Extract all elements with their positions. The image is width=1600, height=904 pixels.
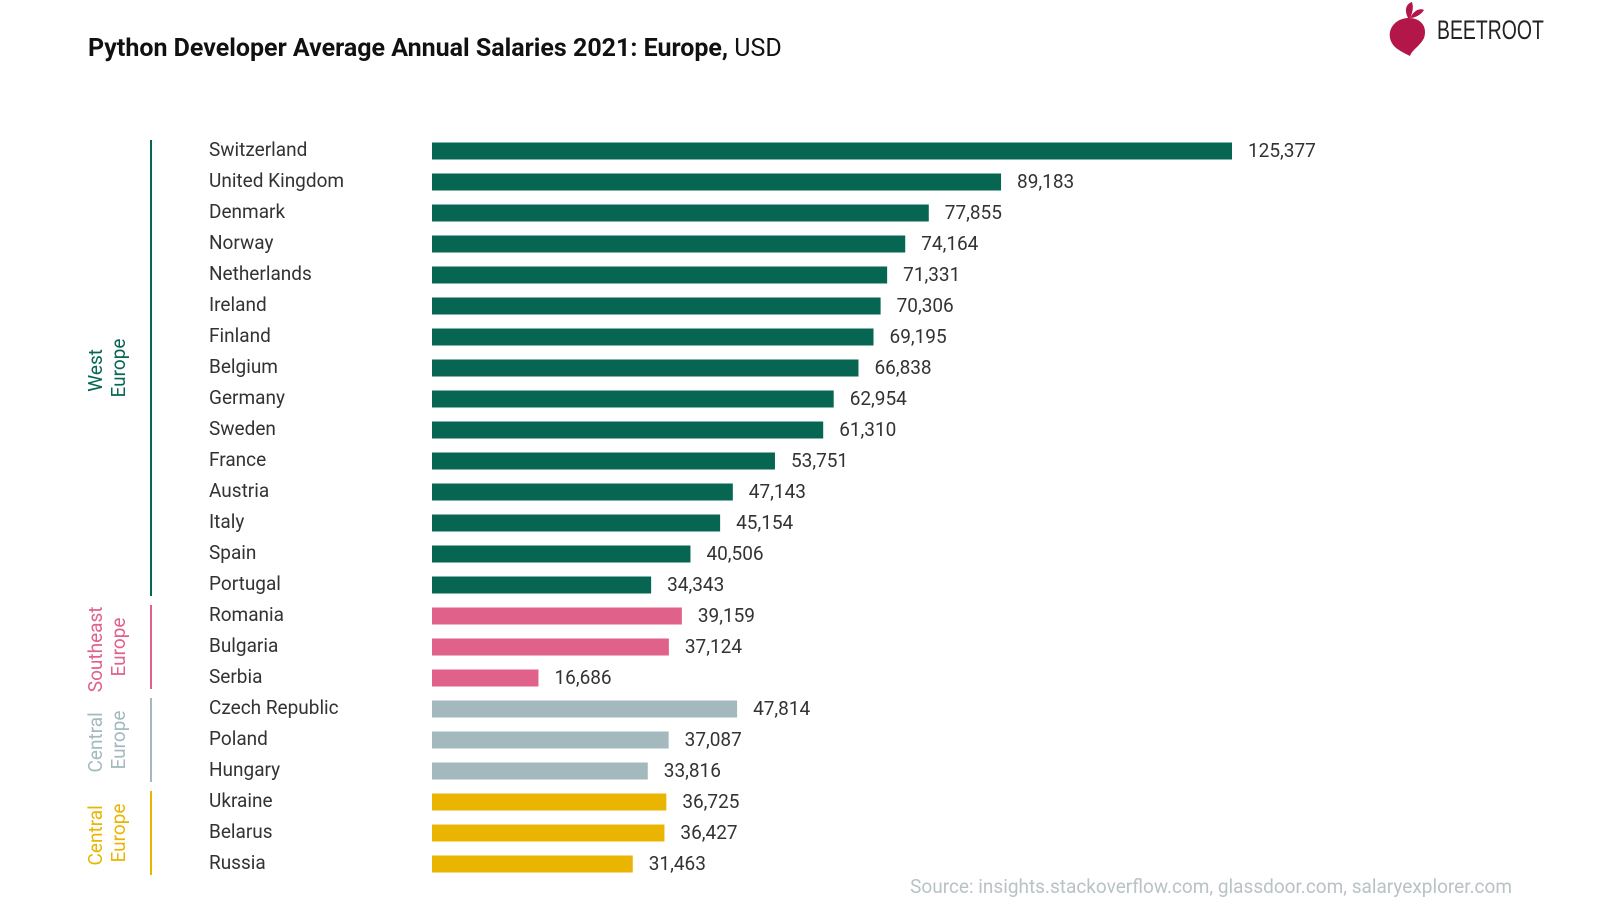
value-label: 62,954 <box>850 387 907 410</box>
value-label: 74,164 <box>921 232 978 255</box>
category-label: Netherlands <box>209 262 312 285</box>
bar <box>432 638 669 656</box>
value-label: 70,306 <box>897 294 954 317</box>
bar <box>432 142 1232 160</box>
bar <box>432 607 682 625</box>
category-label: Serbia <box>209 665 262 688</box>
value-label: 61,310 <box>839 418 896 441</box>
category-label: Denmark <box>209 200 285 223</box>
value-label: 69,195 <box>890 325 947 348</box>
title-unit: USD <box>734 34 781 63</box>
category-label: Germany <box>209 386 285 409</box>
category-label: Russia <box>209 851 266 874</box>
category-label: Poland <box>209 727 268 750</box>
category-label: Czech Republic <box>209 696 339 719</box>
category-label: Portugal <box>209 572 281 595</box>
value-label: 37,124 <box>685 635 742 658</box>
group-label: Southeast Europe <box>84 602 130 692</box>
value-label: 16,686 <box>554 666 611 689</box>
category-label: Spain <box>209 541 256 564</box>
bar <box>432 297 881 315</box>
group-label-line: Europe <box>107 339 130 398</box>
bar <box>432 328 874 346</box>
value-label: 47,814 <box>753 697 810 720</box>
bar <box>432 390 834 408</box>
group-label-line: Central <box>84 801 107 866</box>
category-label: Belarus <box>209 820 273 843</box>
category-label: Sweden <box>209 417 276 440</box>
value-label: 40,506 <box>706 542 763 565</box>
group-label-line: Southeast <box>84 602 107 692</box>
value-label: 39,159 <box>698 604 755 627</box>
bar <box>432 421 824 439</box>
logo-text: BEETROOT <box>1437 15 1544 45</box>
value-label: 66,838 <box>874 356 931 379</box>
bar <box>432 483 733 501</box>
value-label: 45,154 <box>736 511 793 534</box>
value-label: 53,751 <box>791 449 848 472</box>
value-label: 34,343 <box>667 573 724 596</box>
value-label: 77,855 <box>945 201 1002 224</box>
category-label: Ukraine <box>209 789 273 812</box>
bar <box>432 824 665 842</box>
group-label-line: Europe <box>107 804 130 863</box>
bar <box>432 793 667 811</box>
value-label: 125,377 <box>1248 139 1316 162</box>
category-label: Ireland <box>209 293 267 316</box>
group-label: Central Europe <box>84 708 130 773</box>
bar <box>432 266 888 284</box>
category-label: France <box>209 448 266 471</box>
group-label-line: West <box>84 344 107 391</box>
category-label: Norway <box>209 231 273 254</box>
category-label: Austria <box>209 479 269 502</box>
chart-title: Python Developer Average Annual Salaries… <box>88 34 782 63</box>
category-label: United Kingdom <box>209 169 344 192</box>
value-label: 71,331 <box>903 263 960 286</box>
category-label: Switzerland <box>209 138 307 161</box>
title-main: Python Developer Average Annual Salaries… <box>88 34 728 63</box>
group-label-line: Central <box>84 708 107 773</box>
value-label: 37,087 <box>685 728 742 751</box>
bar <box>432 700 738 718</box>
value-label: 36,427 <box>680 821 737 844</box>
value-label: 36,725 <box>682 790 739 813</box>
bar <box>432 514 721 532</box>
bar <box>432 235 906 253</box>
bar <box>432 855 633 873</box>
bar <box>432 173 1002 191</box>
bar <box>432 545 691 563</box>
logo-icon <box>1389 2 1426 56</box>
value-label: 47,143 <box>749 480 806 503</box>
value-label: 33,816 <box>664 759 721 782</box>
bar <box>432 669 539 687</box>
category-label: Italy <box>209 510 244 533</box>
group-label-line: Europe <box>107 618 130 677</box>
group-label: Central Europe <box>84 801 130 866</box>
bar <box>432 452 775 470</box>
bar <box>432 576 652 594</box>
category-label: Hungary <box>209 758 280 781</box>
bar <box>432 359 859 377</box>
category-label: Bulgaria <box>209 634 278 657</box>
source-note: Source: insights.stackoverflow.com, glas… <box>910 875 1512 898</box>
category-label: Finland <box>209 324 271 347</box>
category-label: Romania <box>209 603 284 626</box>
bar <box>432 204 929 222</box>
value-label: 31,463 <box>649 852 706 875</box>
bar <box>432 762 648 780</box>
group-label-line: Europe <box>107 711 130 770</box>
group-label: West Europe <box>84 339 130 398</box>
value-label: 89,183 <box>1017 170 1074 193</box>
category-label: Belgium <box>209 355 278 378</box>
bar <box>432 731 669 749</box>
